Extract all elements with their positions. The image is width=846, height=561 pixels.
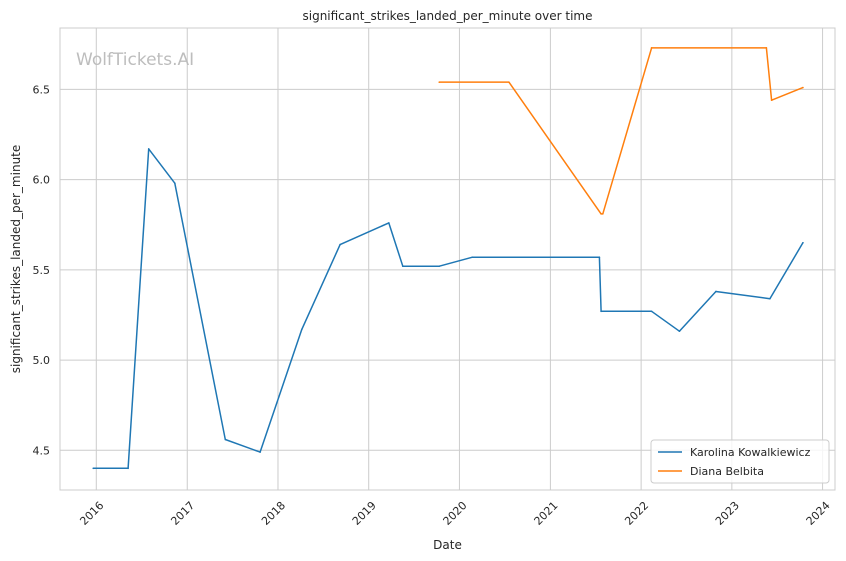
y-tick-label: 5.5 [33,264,51,277]
data-point-diana-belbita [770,99,773,101]
data-point-diana-belbita [508,81,510,83]
legend-box [650,439,830,484]
legend-label-diana-belbita: Diana Belbita [690,465,764,478]
y-tick-label: 6.0 [33,174,51,187]
data-point-karolina-kowalkiewicz [92,467,95,470]
data-point-karolina-kowalkiewicz [127,467,129,470]
data-point-karolina-kowalkiewicz [301,328,303,331]
data-point-karolina-kowalkiewicz [174,182,176,185]
data-point-diana-belbita [438,81,441,83]
data-point-diana-belbita [600,213,602,215]
data-point-karolina-kowalkiewicz [769,297,771,300]
data-point-karolina-kowalkiewicz [650,310,653,313]
data-point-karolina-kowalkiewicz [401,265,404,268]
data-point-diana-belbita [602,213,604,215]
watermark-text: WolfTickets.AI [76,50,194,70]
data-point-diana-belbita [650,47,653,49]
plot-frame [59,27,836,491]
series-lines [92,47,804,470]
data-point-karolina-kowalkiewicz [471,256,474,258]
data-point-karolina-kowalkiewicz [598,256,601,258]
data-point-karolina-kowalkiewicz [802,241,804,244]
y-axis-ticks: 4.5 5.0 5.5 6.0 6.5 [33,83,51,457]
data-point-karolina-kowalkiewicz [388,222,390,224]
y-axis-label: significant_strikes_landed_per_minute [9,145,23,374]
chart-title: significant_strikes_landed_per_minute ov… [302,9,592,23]
data-point-diana-belbita [802,86,804,89]
data-point-karolina-kowalkiewicz [438,265,441,268]
x-axis-label: Date [433,538,462,552]
data-point-karolina-kowalkiewicz [147,148,150,150]
y-tick-label: 5.0 [33,354,51,367]
y-tick-label: 6.5 [33,83,51,96]
data-point-karolina-kowalkiewicz [600,310,602,313]
legend-label-karolina-kowalkiewicz: Karolina Kowalkiewicz [690,446,811,459]
data-point-karolina-kowalkiewicz [259,451,261,453]
data-point-karolina-kowalkiewicz [715,290,717,293]
data-point-karolina-kowalkiewicz [678,330,681,332]
y-tick-label: 4.5 [33,444,51,457]
legend: Karolina Kowalkiewicz Diana Belbita [650,439,830,484]
data-point-karolina-kowalkiewicz [224,438,227,441]
data-point-diana-belbita [765,47,768,49]
data-point-karolina-kowalkiewicz [339,243,341,246]
series-line-diana-belbita [438,47,804,215]
